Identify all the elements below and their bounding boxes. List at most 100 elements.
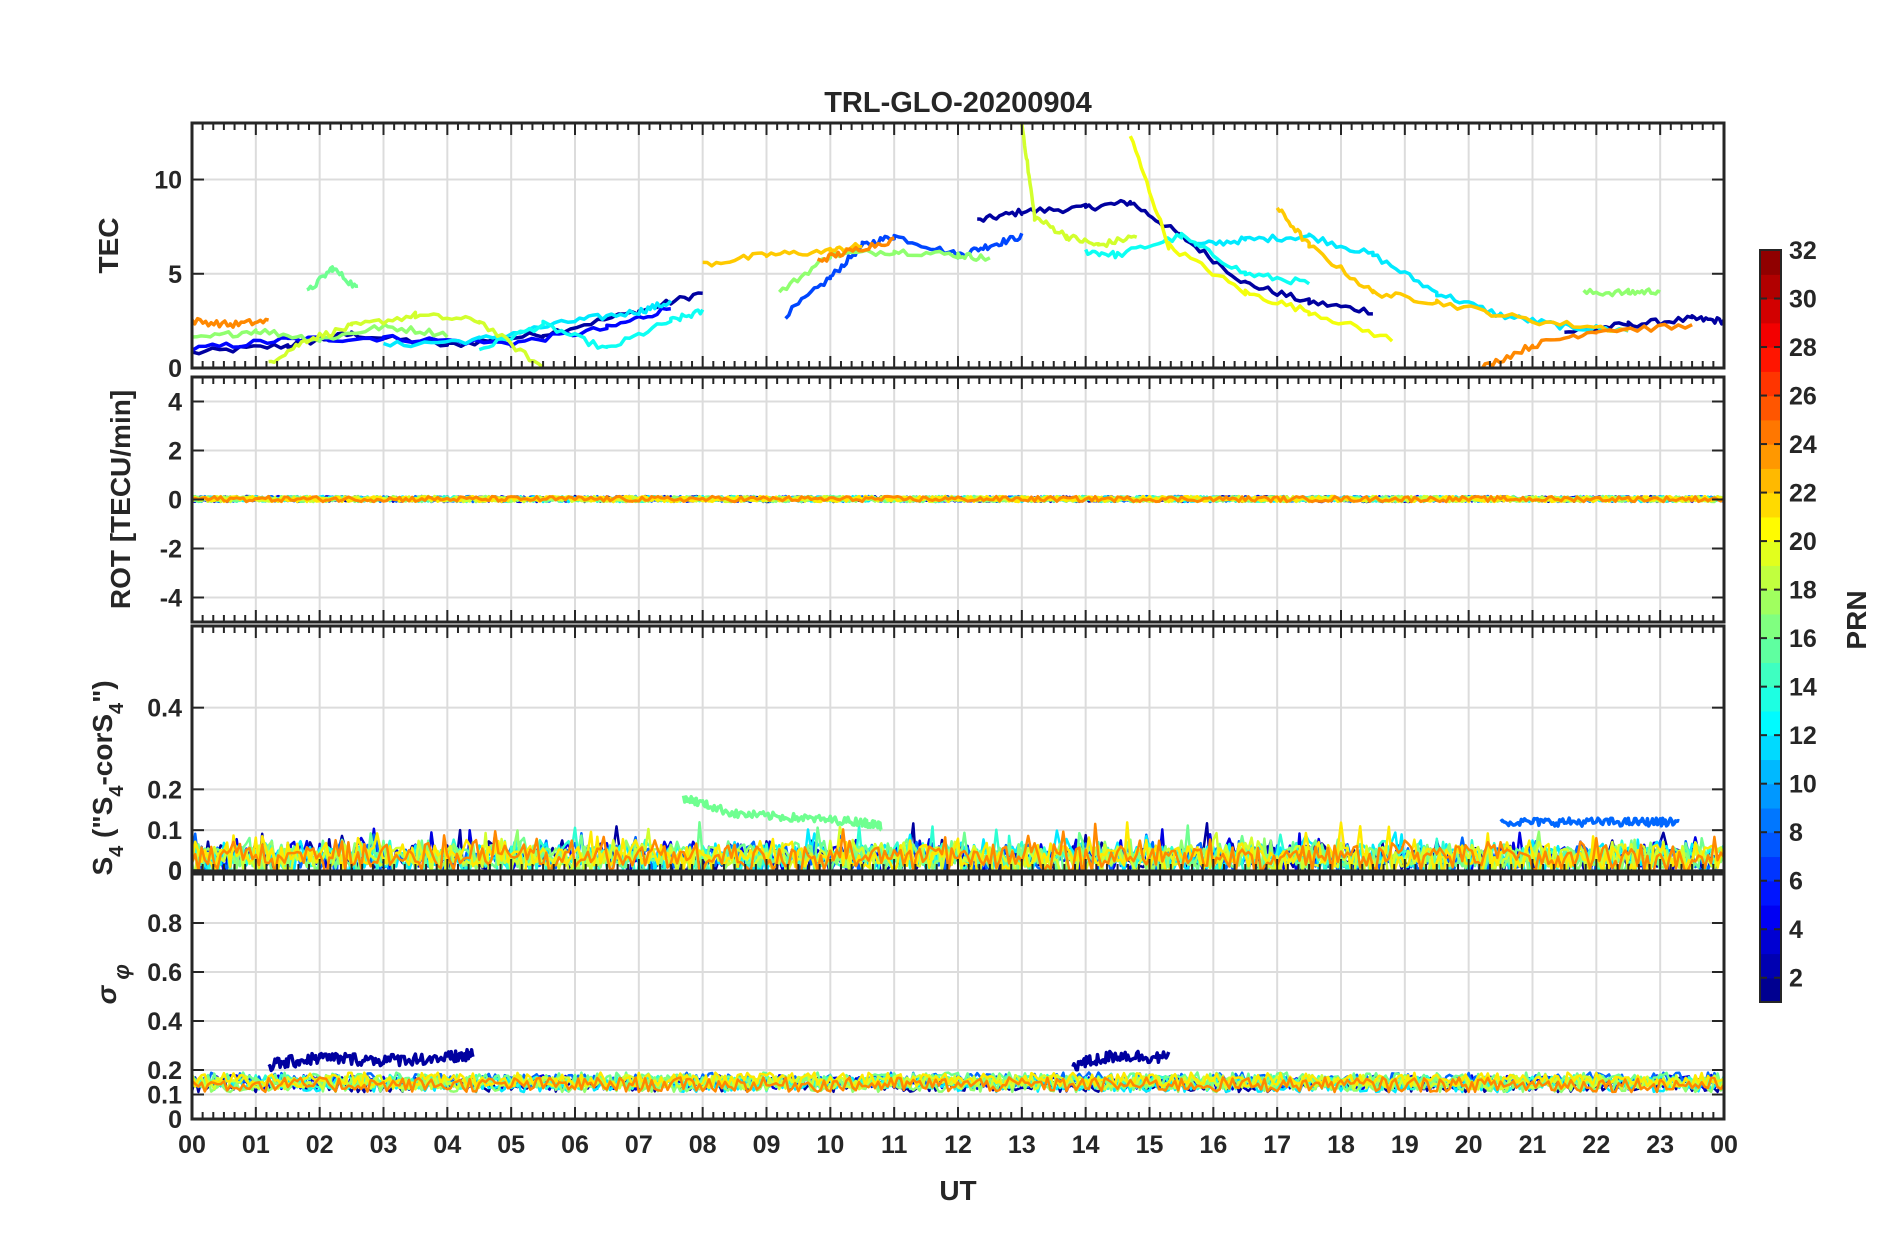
x-tick-label: 02 <box>306 1131 334 1159</box>
colorbar-segment <box>1760 468 1781 494</box>
colorbar-tick-label: 10 <box>1789 771 1817 799</box>
ticks <box>191 626 1725 872</box>
colorbar-segment <box>1760 686 1781 712</box>
colorbar-segment <box>1760 516 1781 542</box>
series-line <box>1499 816 1680 828</box>
colorbar-tick-label: 32 <box>1789 237 1817 265</box>
y-tick-label: 0.2 <box>147 776 182 804</box>
series-line <box>192 316 270 329</box>
series-line <box>192 321 449 344</box>
colorbar-segment <box>1760 856 1781 882</box>
series-line <box>192 1071 1724 1089</box>
colorbar-tick-label: 12 <box>1789 722 1817 750</box>
x-tick-label: 03 <box>370 1131 398 1159</box>
y-tick-label: 0 <box>168 487 182 515</box>
colorbar-tick-label: 24 <box>1789 431 1817 459</box>
ticks <box>191 377 1725 622</box>
x-tick-label: 22 <box>1582 1131 1610 1159</box>
series-line <box>1128 135 1394 343</box>
y-axis-label: S4 ("S4-corS4") <box>87 680 128 875</box>
y-tick-label: 2 <box>168 438 182 466</box>
series-line <box>267 1047 475 1073</box>
colorbar-segment <box>1760 419 1781 445</box>
colorbar-tick-label: 16 <box>1789 625 1817 653</box>
colorbar-segment <box>1760 929 1781 955</box>
y-tick-label: 0.1 <box>147 1082 182 1110</box>
colorbar-segment <box>1760 565 1781 591</box>
x-tick-labels: 00 01 02 03 04 05 06 07 08 09 10 11 12 13 14 15 16 17 18 19… <box>178 1131 1738 1159</box>
series-line <box>478 308 705 352</box>
colorbar-segment <box>1760 250 1781 275</box>
series-line <box>192 1073 1724 1091</box>
y-tick-label: 0 <box>168 858 182 886</box>
x-tick-label: 16 <box>1199 1131 1227 1159</box>
colorbar-tick-label: 18 <box>1789 577 1817 605</box>
x-tick-label: 05 <box>497 1131 525 1159</box>
colorbar-segment <box>1760 710 1781 736</box>
colorbar-tick-label: 4 <box>1789 916 1803 944</box>
colorbar-segment <box>1760 589 1781 615</box>
x-tick-label: 14 <box>1072 1131 1100 1159</box>
x-tick-label: 10 <box>816 1131 844 1159</box>
y-tick-label: -4 <box>160 585 182 613</box>
chart-title: TRL-GLO-20200904 <box>824 87 1092 119</box>
panel-sigma_phi: 00.10.2 0.4 0.6 0.8 σ φ <box>91 872 1726 1134</box>
x-tick-label: 08 <box>689 1131 717 1159</box>
colorbar-segment <box>1760 953 1781 979</box>
series-line <box>192 822 1724 871</box>
panel-s4: 000.10.20.4S4 ("S4-corS4") <box>87 624 1726 886</box>
colorbar-segment <box>1760 759 1781 785</box>
series-line <box>306 265 359 292</box>
series-line <box>1020 123 1138 249</box>
colorbar-segment <box>1760 274 1781 300</box>
colorbar-segment <box>1760 371 1781 397</box>
x-axis-label: UT <box>939 1175 976 1206</box>
y-tick-label: 0 <box>168 1106 182 1134</box>
y-axis-label: σ φ <box>91 964 134 1004</box>
x-tick-label: 00 <box>178 1131 206 1159</box>
x-tick-label: 21 <box>1519 1131 1547 1159</box>
series-line <box>784 232 1024 320</box>
y-tick-label: 0.8 <box>147 910 182 938</box>
y-tick-label: 0 <box>168 355 182 383</box>
y-tick-label: 0 <box>168 857 182 885</box>
colorbar-segment <box>1760 904 1781 930</box>
colorbar-segment <box>1760 735 1781 761</box>
panel-rot: -4 -2 0 2 4 ROT [TECU/min] <box>105 375 1726 624</box>
colorbar-segment <box>1760 662 1781 688</box>
colorbar-segment <box>1760 807 1781 833</box>
colorbar-segment <box>1760 492 1781 518</box>
series-line <box>1480 322 1693 368</box>
colorbar-segment <box>1760 977 1781 1003</box>
panel-tec: 0 5 10 TEC <box>93 121 1726 383</box>
colorbar-tick-label: 28 <box>1789 334 1817 362</box>
colorbar-tick-label: 22 <box>1789 480 1817 508</box>
x-tick-label: 06 <box>561 1131 589 1159</box>
series-line <box>1582 287 1661 298</box>
series-line <box>777 248 991 294</box>
x-tick-label: 04 <box>433 1131 461 1159</box>
series-group <box>192 494 1724 504</box>
x-tick-label: 15 <box>1136 1131 1164 1159</box>
series-group <box>192 123 1724 368</box>
colorbar-tick-label: 26 <box>1789 383 1817 411</box>
colorbar-tick-label: 20 <box>1789 528 1817 556</box>
y-tick-label: 0.2 <box>147 1057 182 1085</box>
series-line <box>192 494 1724 504</box>
series-line <box>816 236 895 263</box>
colorbar-tick-label: 2 <box>1789 965 1803 993</box>
colorbar-segment <box>1760 322 1781 348</box>
x-tick-label: 18 <box>1327 1131 1355 1159</box>
series-line <box>1084 231 1311 286</box>
colorbar-tick-label: 8 <box>1789 819 1803 847</box>
x-tick-label: 12 <box>944 1131 972 1159</box>
series-line <box>382 299 673 349</box>
colorbar-frame <box>1759 249 1782 1003</box>
x-tick-label: 07 <box>625 1131 653 1159</box>
y-tick-label: 0.4 <box>147 1008 182 1036</box>
colorbar-segment <box>1760 832 1781 858</box>
x-tick-label: 19 <box>1391 1131 1419 1159</box>
y-tick-label: 0.1 <box>147 817 182 845</box>
y-axis-label: ROT [TECU/min] <box>105 390 136 609</box>
